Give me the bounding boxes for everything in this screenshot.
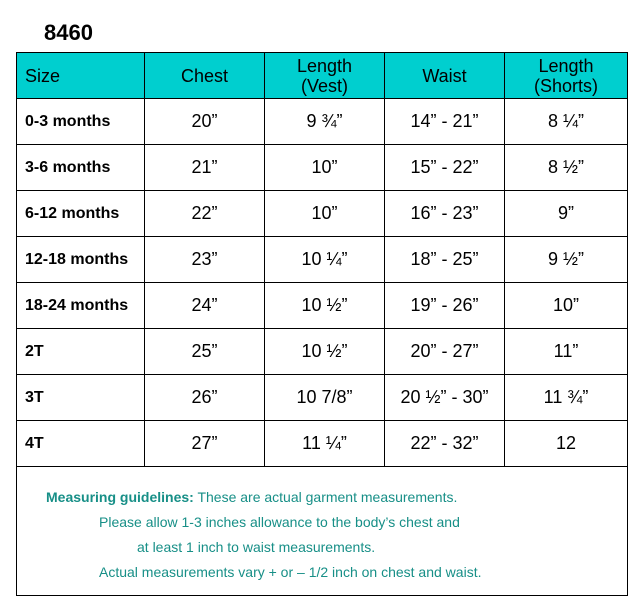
measurement-cell: 12 (504, 420, 628, 467)
table-row: 3-6 months 21” 10” 15” - 22” 8 ½” (16, 144, 628, 191)
measurement-cell: 23” (144, 236, 265, 283)
size-cell: 3-6 months (16, 144, 145, 191)
size-cell: 0-3 months (16, 98, 145, 145)
size-chart-table: Size Chest Length (Vest) Waist Length (Shorts)… (16, 52, 628, 467)
measurement-cell: 22” (144, 190, 265, 237)
notes-line-1: Measuring guidelines: These are actual g… (46, 489, 457, 505)
column-header-line: Length (538, 55, 594, 76)
table-row: 0-3 months 20” 9 ¾” 14” - 21” 8 ¼” (16, 98, 628, 145)
measurement-cell: 11 ¾” (504, 374, 628, 421)
notes-text: These are actual garment measurements. (193, 489, 458, 505)
table-row: 12-18 months 23” 10 ¼” 18” - 25” 9 ½” (16, 236, 628, 283)
measurement-cell: 10” (504, 282, 628, 329)
measurement-cell: 10 ¼” (264, 236, 385, 283)
notes-line-4: Actual measurements vary + or – 1/2 inch… (99, 564, 482, 580)
measurement-cell: 8 ½” (504, 144, 628, 191)
notes-label: Measuring guidelines: (46, 489, 194, 505)
measurement-cell: 16” - 23” (384, 190, 505, 237)
size-cell: 12-18 months (16, 236, 145, 283)
size-cell: 3T (16, 374, 145, 421)
measurement-cell: 22” - 32” (384, 420, 505, 467)
measurement-cell: 10 ½” (264, 282, 385, 329)
measurement-cell: 10” (264, 144, 385, 191)
measurement-cell: 9” (504, 190, 628, 237)
column-header: Length (Vest) (264, 52, 385, 99)
size-cell: 18-24 months (16, 282, 145, 329)
size-cell: 4T (16, 420, 145, 467)
measurement-cell: 24” (144, 282, 265, 329)
table-row: 18-24 months 24” 10 ½” 19” - 26” 10” (16, 282, 628, 329)
measurement-cell: 11” (504, 328, 628, 375)
measurement-cell: 27” (144, 420, 265, 467)
measurement-cell: 21” (144, 144, 265, 191)
column-header: Length (Shorts) (504, 52, 628, 99)
column-header-line: (Vest) (300, 75, 348, 96)
column-header-line: Size (25, 65, 61, 86)
size-cell: 2T (16, 328, 145, 375)
measurement-cell: 14” - 21” (384, 98, 505, 145)
size-cell: 6-12 months (16, 190, 145, 237)
measurement-cell: 20” - 27” (384, 328, 505, 375)
page-title: 8460 (44, 20, 93, 45)
column-header-line: Length (296, 55, 353, 76)
measurement-cell: 9 ¾” (264, 98, 385, 145)
measurement-cell: 8 ¼” (504, 98, 628, 145)
notes-line-3: at least 1 inch to waist measurements. (137, 539, 376, 555)
measurement-cell: 26” (144, 374, 265, 421)
measurement-cell: 9 ½” (504, 236, 628, 283)
measurement-cell: 10” (264, 190, 385, 237)
measuring-guidelines: Measuring guidelines: These are actual g… (16, 465, 628, 596)
measurement-cell: 15” - 22” (384, 144, 505, 191)
column-header-line: (Shorts) (533, 75, 598, 96)
column-header: Waist (384, 52, 505, 99)
column-header-line: Waist (422, 65, 467, 86)
header-row: Size Chest Length (Vest) Waist Length (Shorts) (16, 52, 628, 99)
column-header: Chest (144, 52, 265, 99)
table-row: 2T 25” 10 ½” 20” - 27” 11” (16, 328, 628, 375)
table-row: 3T 26” 10 7/8” 20 ½” - 30” 11 ¾” (16, 374, 628, 421)
measurement-cell: 19” - 26” (384, 282, 505, 329)
column-header-line: Chest (180, 65, 229, 86)
measurement-cell: 25” (144, 328, 265, 375)
column-header: Size (16, 52, 145, 99)
notes-line-2: Please allow 1-3 inches allowance to the… (99, 514, 460, 530)
measurement-cell: 20 ½” - 30” (384, 374, 505, 421)
table-row: 4T 27” 11 ¼” 22” - 32” 12 (16, 420, 628, 467)
measurement-cell: 10 ½” (264, 328, 385, 375)
measurement-cell: 11 ¼” (264, 420, 385, 467)
measurement-cell: 20” (144, 98, 265, 145)
measurement-cell: 18” - 25” (384, 236, 505, 283)
table-row: 6-12 months 22” 10” 16” - 23” 9” (16, 190, 628, 237)
measurement-cell: 10 7/8” (264, 374, 385, 421)
